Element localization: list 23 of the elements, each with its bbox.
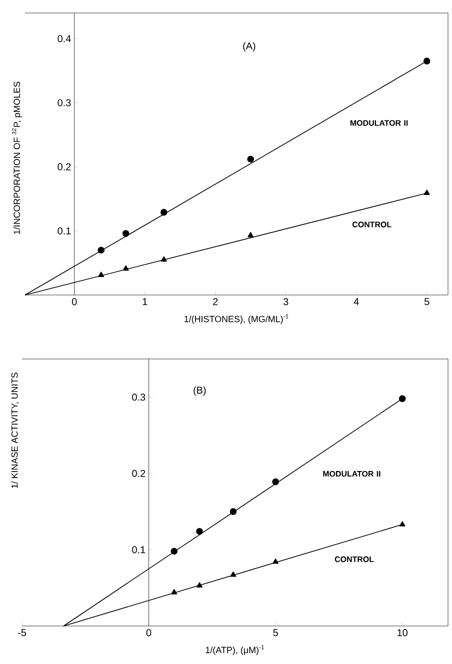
x-tick-label: 4 bbox=[354, 298, 359, 306]
y-axis-title: 1/INCORPORATION OF $^{32}$P, pMOLES bbox=[12, 82, 22, 234]
y-axis-title: 1/ KINASE ACTIVITY, UNITS bbox=[11, 372, 19, 488]
x-tick-label: 10 bbox=[398, 629, 408, 636]
x-tick-label: 0 bbox=[146, 629, 152, 636]
x-tick-label: 5 bbox=[273, 629, 278, 636]
x-axis-title: 1/(HISTONES), (MG/ML)$^{-1}$ bbox=[184, 314, 288, 324]
x-tick-label: -5 bbox=[18, 629, 26, 636]
y-tick-label: 0.1 bbox=[58, 227, 71, 234]
y-tick-label: 0.2 bbox=[58, 163, 71, 170]
text: (B) bbox=[194, 386, 206, 396]
y-tick-label: 0.2 bbox=[132, 470, 146, 477]
x-tick-label: 1 bbox=[142, 298, 148, 306]
x-tick-label: 5 bbox=[424, 298, 430, 306]
text: (A) bbox=[243, 42, 256, 52]
y-tick-label: 0.3 bbox=[132, 394, 146, 401]
x-tick-label: 0 bbox=[72, 298, 77, 306]
y-tick-label: 0.1 bbox=[132, 546, 146, 554]
x-tick-label: 2 bbox=[213, 298, 218, 306]
y-tick-label: 0.4 bbox=[58, 35, 71, 42]
x-axis-title: 1/(ATP), (μM)$^{-1}$ bbox=[206, 645, 264, 655]
y-tick-label: 0.3 bbox=[58, 99, 71, 106]
x-tick-label: 3 bbox=[283, 298, 288, 306]
